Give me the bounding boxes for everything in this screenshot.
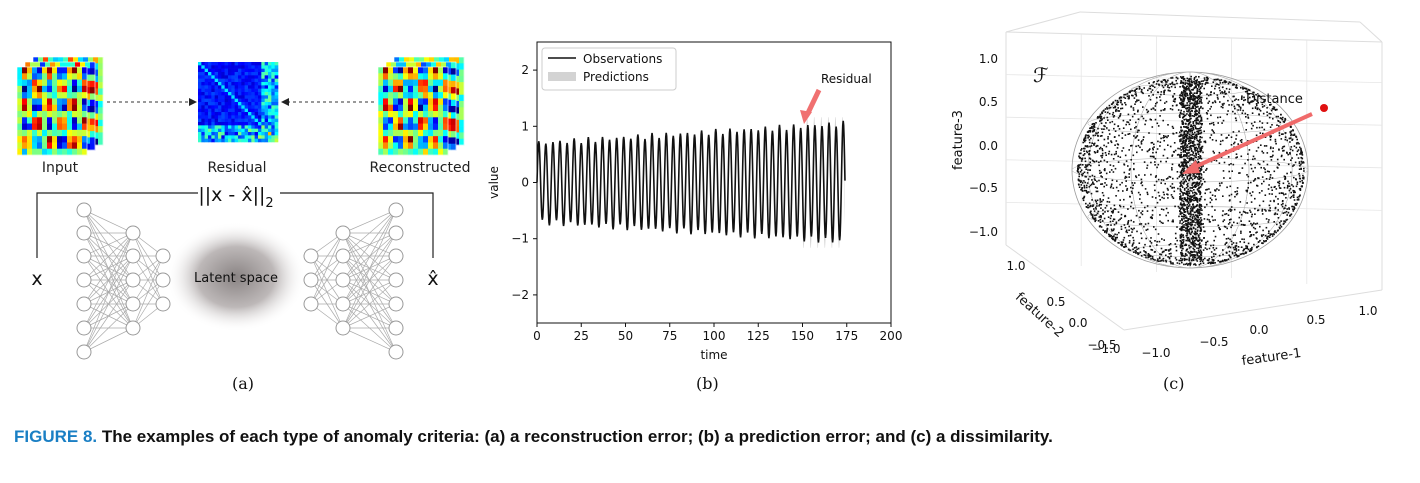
observations-line [536,120,846,243]
input-heatmap-stack [16,56,104,156]
x-tick-label: −1.0 [1141,346,1170,360]
z-tick-label: 0.0 [979,139,998,153]
residual-arrow-head [800,110,812,124]
time-series-chart: 0 25 50 75 100 125 150 175 200 −2 −1 0 1 2 time value Ob… [487,41,903,362]
subfigure-label-a: (a) [232,374,255,393]
y-tick-label: 0.5 [1046,295,1065,309]
x-axis-label: time [700,348,727,362]
norm-label: ||x - x̂||2 [198,184,273,211]
panel-b: 0 25 50 75 100 125 150 175 200 −2 −1 0 1 2 time value Ob… [480,0,920,400]
x-tick-label: 175 [835,329,858,343]
x-input-symbol: x [31,268,42,290]
distance-arrow-shaft [1187,112,1313,172]
autoencoder-diagram: Input Residual Reconstructed ||x - x̂||2… [16,56,471,360]
y-tick-label: −1 [511,232,529,246]
distance-arrow-head [1182,160,1200,174]
bracket-right [280,192,434,258]
x-tick-label: 0.0 [1249,323,1268,337]
distance-label: Distance [1246,92,1303,107]
y-tick-label: 1.0 [1006,259,1025,273]
network-nodes [76,202,404,360]
x-tick-label: 150 [791,329,814,343]
z-tick-label: −0.5 [969,181,998,195]
x-tick-label: 75 [662,329,677,343]
figure-number: FIGURE 8. [14,427,98,446]
y-tick-label: 0 [521,176,529,190]
latent-space-label: Latent space [194,271,278,286]
residual-annotation: Residual [821,72,872,86]
reconstructed-heatmap-stack [377,56,465,156]
z-axis-label: feature-3 [951,110,966,170]
x-tick-label: 25 [574,329,589,343]
y-tick-label: −0.5 [1087,338,1116,352]
residual-heatmap [198,62,279,143]
legend-observations-label: Observations [583,52,662,66]
anomaly-point [1320,104,1328,112]
subfigure-label-c: (c) [1163,374,1185,393]
residual-arrow-shaft [805,88,822,115]
x-tick-label: 100 [703,329,726,343]
panel-a: Input Residual Reconstructed ||x - x̂||2… [0,0,480,400]
z-tick-label: −1.0 [969,225,998,239]
panel-c: Distance ℱ 1.0 0.5 0.0 −0.5 −1.0 feature-3 1.0 0.… [920,0,1400,400]
reconstructed-label: Reconstructed [370,160,471,176]
feature-space-symbol: ℱ [1033,63,1049,87]
y-tick-label: 1 [521,119,529,133]
y-tick-label: 0.0 [1068,316,1087,330]
x-tick-label: 200 [880,329,903,343]
z-tick-label: 1.0 [979,52,998,66]
3d-scatter-chart: Distanceℱ1.00.50.0−0.5−1.0feature-31.00.… [951,11,1383,369]
bracket-left [36,192,198,258]
residual-label: Residual [207,160,266,176]
latent-space-blob [166,222,306,332]
caption-text: The examples of each type of anomaly cri… [101,427,1053,446]
legend-predictions-label: Predictions [583,70,649,84]
scatter-points [1076,75,1305,266]
x-tick-label: −0.5 [1199,335,1228,349]
y-tick-label: −2 [511,288,529,302]
x-tick-label: 0.5 [1306,313,1325,327]
x-tick-label: 125 [747,329,770,343]
subfigure-label-b: (b) [696,374,719,393]
x-axis-label: feature-1 [1241,346,1302,369]
xhat-output-symbol: x̂ [427,268,438,290]
input-label: Input [42,160,79,176]
figure-caption: FIGURE 8. The examples of each type of a… [14,427,1053,447]
y-tick-label: 2 [521,63,529,77]
z-tick-label: 0.5 [979,95,998,109]
x-tick-label: 1.0 [1358,304,1377,318]
x-tick-label: 0 [533,329,541,343]
legend-predictions-swatch [548,72,576,81]
y-axis-label: value [487,166,501,199]
x-tick-label: 50 [618,329,633,343]
y-tick-label: −1.0 [1091,342,1120,356]
